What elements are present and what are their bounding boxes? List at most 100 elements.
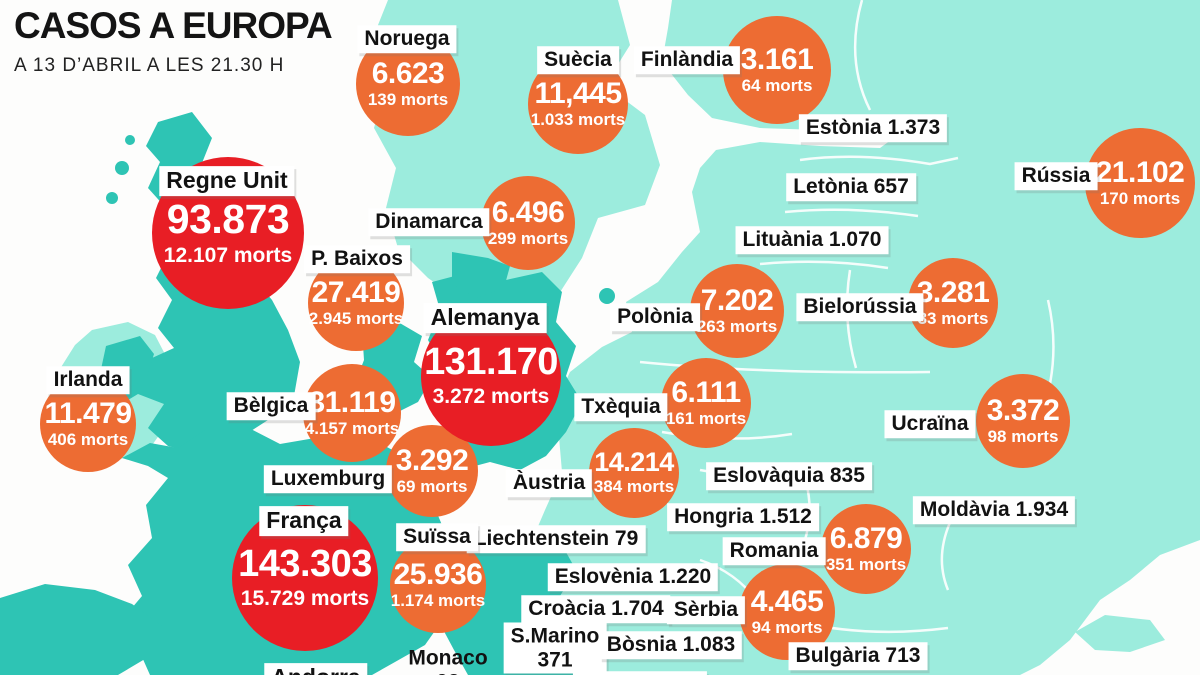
deaths-value: 98 morts xyxy=(987,426,1059,446)
cases-value: 11,445 xyxy=(534,76,622,110)
deaths-value: 351 morts xyxy=(825,554,907,574)
country-label: Estònia 1.373 xyxy=(798,114,948,142)
country-label: Rússia xyxy=(1014,162,1098,190)
deaths-value: 263 morts xyxy=(696,316,778,336)
page-subtitle: A 13 D’ABRIL A LES 21.30 H xyxy=(14,54,285,76)
cases-value: 713 xyxy=(885,644,921,668)
country-name: Croàcia xyxy=(528,597,606,621)
page-title: CASOS A EUROPA xyxy=(14,5,333,46)
cases-value: 3.292 xyxy=(395,443,469,477)
country-label: Letònia 657 xyxy=(786,173,916,201)
country-name: Lituània xyxy=(742,228,824,252)
country-label: Monaco 93 xyxy=(401,644,494,675)
country-label: Polònia xyxy=(610,303,700,331)
country-label: Liechtenstein 79 xyxy=(466,525,646,553)
deaths-value: 4.157 morts xyxy=(304,418,400,438)
deaths-value: 161 morts xyxy=(665,408,747,428)
deaths-value: 170 morts xyxy=(1099,188,1181,208)
country-label: P. Baixos xyxy=(304,245,410,273)
country-label: Suècia xyxy=(537,46,619,74)
cases-bubble: 4.465 94 morts xyxy=(739,564,835,660)
country-label: Bielorússia xyxy=(796,293,924,321)
country-name: Montenegro xyxy=(580,673,700,675)
cases-value: 131.170 xyxy=(424,341,558,384)
deaths-value: 299 morts xyxy=(487,228,569,248)
cases-value: 31.119 xyxy=(308,385,396,419)
cases-value: 1.083 xyxy=(682,633,736,657)
deaths-value: 94 morts xyxy=(751,617,823,637)
cases-bubble: 6.111 161 morts xyxy=(661,358,751,448)
cases-value: 27.419 xyxy=(311,275,401,309)
country-label: Lituània 1.070 xyxy=(735,226,889,254)
cases-value: 1.934 xyxy=(1015,498,1069,522)
cases-value: 4.465 xyxy=(750,584,824,618)
cases-value: 11.479 xyxy=(44,396,132,430)
cases-value: 1.220 xyxy=(658,565,712,589)
country-label: Eslovàquia 835 xyxy=(706,462,872,490)
country-name: Letònia xyxy=(793,175,868,199)
deaths-value: 1.174 morts xyxy=(390,590,486,610)
country-label: Noruega xyxy=(357,25,457,53)
cases-value: 3.372 xyxy=(986,393,1060,427)
cases-bubble: 6.879 351 morts xyxy=(821,504,911,594)
country-name: Moldàvia xyxy=(919,498,1010,522)
cases-bubble: 6.496 299 morts xyxy=(481,176,575,270)
country-name: S.Marino xyxy=(510,624,600,648)
cases-value: 7.202 xyxy=(700,283,774,317)
cases-bubble: 7.202 263 morts xyxy=(690,264,784,358)
deaths-value: 64 morts xyxy=(741,75,813,95)
cases-value: 1.070 xyxy=(828,228,882,252)
cases-value: 3.281 xyxy=(916,275,990,309)
cases-bubble: 3.161 64 morts xyxy=(723,16,831,124)
country-label: Àustria xyxy=(505,469,593,497)
country-label: Sèrbia xyxy=(666,596,746,624)
country-label: Alemanya xyxy=(423,303,547,333)
country-label: Regne Unit xyxy=(159,166,295,196)
cases-value: 14.214 xyxy=(594,447,674,478)
country-name: Monaco xyxy=(408,646,488,670)
cases-value: 1.512 xyxy=(759,505,812,529)
cases-bubble: 14.214 384 morts xyxy=(589,428,679,518)
cases-bubble: 31.119 4.157 morts xyxy=(303,364,401,462)
country-label: Croàcia 1.704 xyxy=(521,595,671,623)
country-name: Eslovàquia xyxy=(713,464,824,488)
country-label: Andorra xyxy=(264,663,368,675)
cases-value: 371 xyxy=(537,648,573,671)
country-label: Romania xyxy=(722,537,826,565)
deaths-value: 15.729 morts xyxy=(240,587,370,611)
cases-value: 21.102 xyxy=(1095,155,1185,189)
country-label: Ucraïna xyxy=(884,410,976,438)
deaths-value: 406 morts xyxy=(47,429,129,449)
country-label: Irlanda xyxy=(46,366,130,394)
country-label: Finlàndia xyxy=(633,46,741,74)
country-label: Suïssa xyxy=(396,523,478,551)
country-label: Dinamarca xyxy=(368,208,490,236)
country-label: S.Marino 371 xyxy=(503,622,607,674)
cases-value: 1.373 xyxy=(887,116,941,140)
deaths-value: 139 morts xyxy=(367,89,449,109)
cases-value: 657 xyxy=(873,175,909,199)
cases-value: 6.111 xyxy=(671,375,741,409)
cases-bubble: 6.623 139 morts xyxy=(356,32,460,136)
cases-value: 3.161 xyxy=(740,42,814,76)
country-name: Eslovènia xyxy=(554,565,653,589)
cases-value: 6.496 xyxy=(491,195,565,229)
country-name: Liechtenstein xyxy=(473,527,610,551)
country-label: Moldàvia 1.934 xyxy=(912,496,1076,524)
country-name: Bòsnia xyxy=(606,633,677,657)
country-label: Bulgària 713 xyxy=(788,642,928,670)
country-name: Estònia xyxy=(805,116,882,140)
cases-value: 93 xyxy=(408,670,487,675)
cases-value: 1.704 xyxy=(611,597,664,621)
cases-value: 835 xyxy=(829,464,865,488)
country-label: França xyxy=(259,506,349,536)
cases-value: 25.936 xyxy=(393,557,483,591)
country-label: Hongria 1.512 xyxy=(667,503,819,531)
deaths-value: 384 morts xyxy=(593,477,675,497)
deaths-value: 69 morts xyxy=(396,476,468,496)
cases-value: 93.873 xyxy=(166,195,290,242)
country-label: Txèquia xyxy=(574,393,668,421)
cases-bubble: 21.102 170 morts xyxy=(1085,128,1195,238)
deaths-value: 12.107 morts xyxy=(163,243,293,267)
